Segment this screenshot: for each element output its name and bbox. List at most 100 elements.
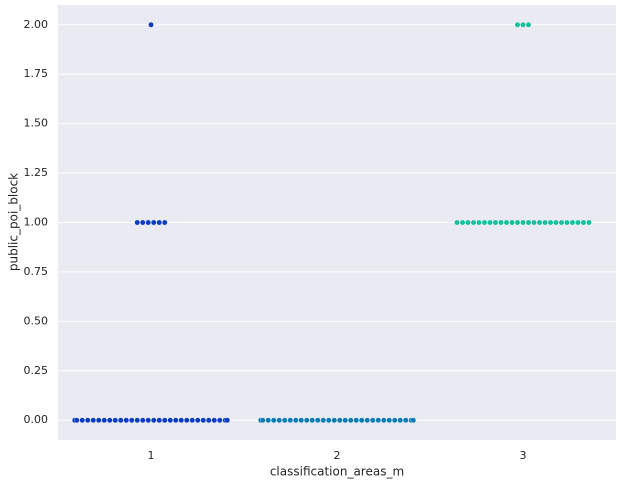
point <box>536 219 543 226</box>
point <box>386 417 392 423</box>
point <box>331 417 337 423</box>
point <box>558 219 565 226</box>
point <box>586 219 592 226</box>
point <box>134 417 140 423</box>
point <box>391 417 398 423</box>
point <box>281 417 288 423</box>
point <box>145 417 151 423</box>
point <box>178 417 184 423</box>
point <box>525 22 532 28</box>
point <box>509 219 515 226</box>
point <box>364 417 370 423</box>
point <box>402 417 409 423</box>
point <box>224 417 231 423</box>
point <box>303 417 310 423</box>
y-tick-label: 0.75 <box>24 265 49 278</box>
point <box>520 219 526 226</box>
point <box>79 417 86 423</box>
point <box>161 219 168 226</box>
point <box>276 417 282 423</box>
point <box>139 219 146 226</box>
point <box>107 417 113 423</box>
point <box>454 219 460 226</box>
point <box>358 417 365 423</box>
point <box>134 219 140 226</box>
point <box>369 417 376 423</box>
point <box>553 219 559 226</box>
point <box>347 417 354 423</box>
point <box>575 219 581 226</box>
point <box>265 417 271 423</box>
point <box>476 219 482 226</box>
y-tick-label: 0.25 <box>24 364 49 377</box>
point <box>353 417 359 423</box>
point <box>145 219 151 226</box>
y-tick-label: 0.00 <box>24 413 49 426</box>
point <box>200 417 206 423</box>
point <box>309 417 315 423</box>
point <box>287 417 293 423</box>
point <box>320 417 326 423</box>
point <box>525 219 532 226</box>
x-tick-label: 3 <box>520 449 527 462</box>
point <box>74 417 80 423</box>
y-tick-label: 1.50 <box>24 117 49 130</box>
point <box>150 219 157 226</box>
point <box>465 219 471 226</box>
point <box>292 417 299 423</box>
point <box>112 417 119 423</box>
point <box>148 22 154 28</box>
point <box>380 417 387 423</box>
point <box>410 417 417 423</box>
point <box>470 219 477 226</box>
point <box>336 417 343 423</box>
point <box>314 417 321 423</box>
y-tick-label: 0.50 <box>24 314 49 327</box>
point <box>156 219 162 226</box>
point <box>123 417 130 423</box>
point <box>161 417 168 423</box>
point <box>514 22 521 28</box>
point <box>492 219 499 226</box>
point <box>564 219 570 226</box>
point <box>150 417 157 423</box>
x-tick-label: 1 <box>148 449 155 462</box>
point <box>118 417 124 423</box>
point <box>270 417 277 423</box>
point <box>503 219 510 226</box>
point <box>85 417 91 423</box>
point <box>216 417 223 423</box>
point <box>128 417 135 423</box>
point <box>167 417 173 423</box>
x-axis-label: classification_areas_m <box>270 465 404 479</box>
y-tick-label: 1.00 <box>24 216 49 229</box>
point <box>520 22 526 28</box>
y-axis-label: public_poi_block <box>7 173 21 271</box>
point <box>298 417 304 423</box>
point <box>156 417 162 423</box>
point <box>459 219 466 226</box>
point <box>172 417 179 423</box>
point <box>498 219 504 226</box>
point <box>205 417 212 423</box>
point <box>189 417 195 423</box>
point <box>139 417 146 423</box>
point <box>342 417 348 423</box>
point <box>211 417 217 423</box>
x-tick-label: 2 <box>334 449 341 462</box>
point <box>514 219 521 226</box>
point <box>259 417 266 423</box>
y-tick-label: 1.75 <box>24 67 49 80</box>
point <box>481 219 488 226</box>
y-tick-label: 2.00 <box>24 18 49 31</box>
point <box>580 219 587 226</box>
point <box>542 219 548 226</box>
point <box>375 417 381 423</box>
point <box>325 417 332 423</box>
point <box>183 417 190 423</box>
point <box>397 417 403 423</box>
point <box>96 417 102 423</box>
point <box>531 219 537 226</box>
point <box>569 219 576 226</box>
